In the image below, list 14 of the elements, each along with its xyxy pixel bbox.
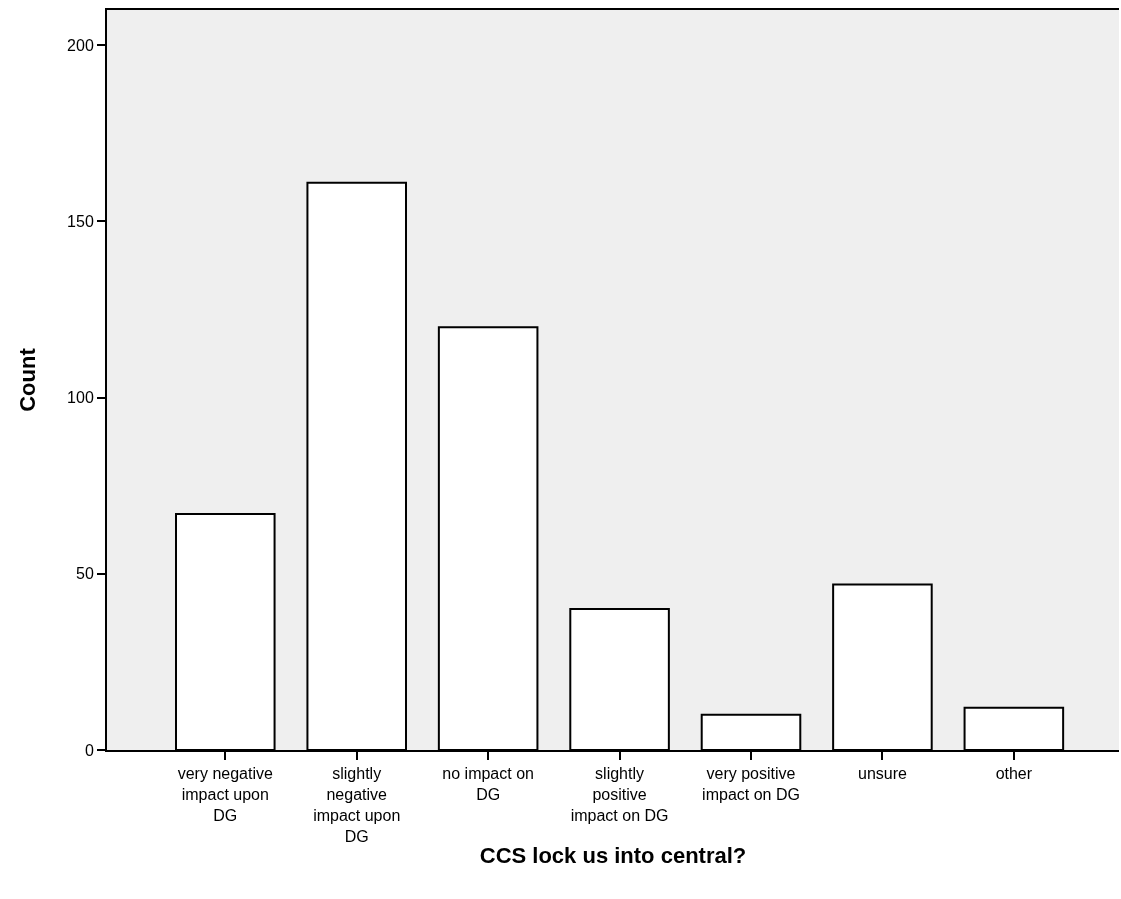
x-tick-label: no impact on DG bbox=[442, 765, 534, 803]
x-tick-label: slightly positive impact on DG bbox=[570, 765, 669, 824]
x-tick-label: slightly negative impact upon DG bbox=[313, 765, 401, 845]
y-axis-title: Count bbox=[15, 347, 41, 412]
x-axis-title: CCS lock us into central? bbox=[479, 843, 747, 868]
x-tick-label: unsure bbox=[857, 765, 907, 783]
x-tick-label: very negative impact upon DG bbox=[177, 765, 273, 824]
x-tick-label: very positive impact on DG bbox=[702, 765, 800, 803]
y-tick-label: 0 bbox=[84, 741, 94, 759]
y-tick-label: 150 bbox=[67, 213, 94, 231]
y-tick-label: 200 bbox=[67, 36, 94, 54]
y-tick-label: 50 bbox=[76, 565, 94, 583]
y-tick-label: 100 bbox=[67, 389, 94, 407]
x-tick-label: other bbox=[995, 765, 1033, 783]
